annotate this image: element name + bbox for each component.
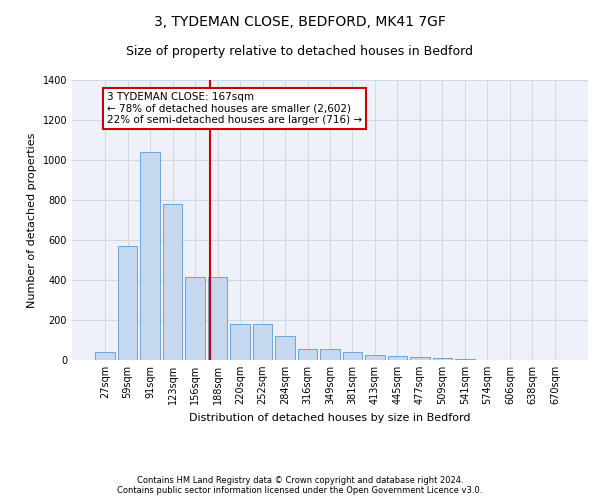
Y-axis label: Number of detached properties: Number of detached properties xyxy=(27,132,37,308)
Bar xyxy=(433,358,452,360)
Bar xyxy=(298,349,317,360)
Text: Size of property relative to detached houses in Bedford: Size of property relative to detached ho… xyxy=(127,45,473,58)
Text: 3 TYDEMAN CLOSE: 167sqm
← 78% of detached houses are smaller (2,602)
22% of semi: 3 TYDEMAN CLOSE: 167sqm ← 78% of detache… xyxy=(107,92,362,125)
Bar xyxy=(320,349,340,360)
Bar xyxy=(140,152,160,360)
Text: 3, TYDEMAN CLOSE, BEDFORD, MK41 7GF: 3, TYDEMAN CLOSE, BEDFORD, MK41 7GF xyxy=(154,15,446,29)
Text: Contains HM Land Registry data © Crown copyright and database right 2024.
Contai: Contains HM Land Registry data © Crown c… xyxy=(118,476,482,495)
Bar xyxy=(343,352,362,360)
Bar xyxy=(163,204,182,360)
Bar xyxy=(455,359,475,360)
Bar xyxy=(230,324,250,360)
Bar xyxy=(410,357,430,360)
Bar xyxy=(208,277,227,360)
Bar xyxy=(118,246,137,360)
Bar xyxy=(275,336,295,360)
Bar xyxy=(365,355,385,360)
Bar xyxy=(185,277,205,360)
Bar xyxy=(253,324,272,360)
X-axis label: Distribution of detached houses by size in Bedford: Distribution of detached houses by size … xyxy=(189,412,471,422)
Bar xyxy=(95,352,115,360)
Bar xyxy=(388,356,407,360)
